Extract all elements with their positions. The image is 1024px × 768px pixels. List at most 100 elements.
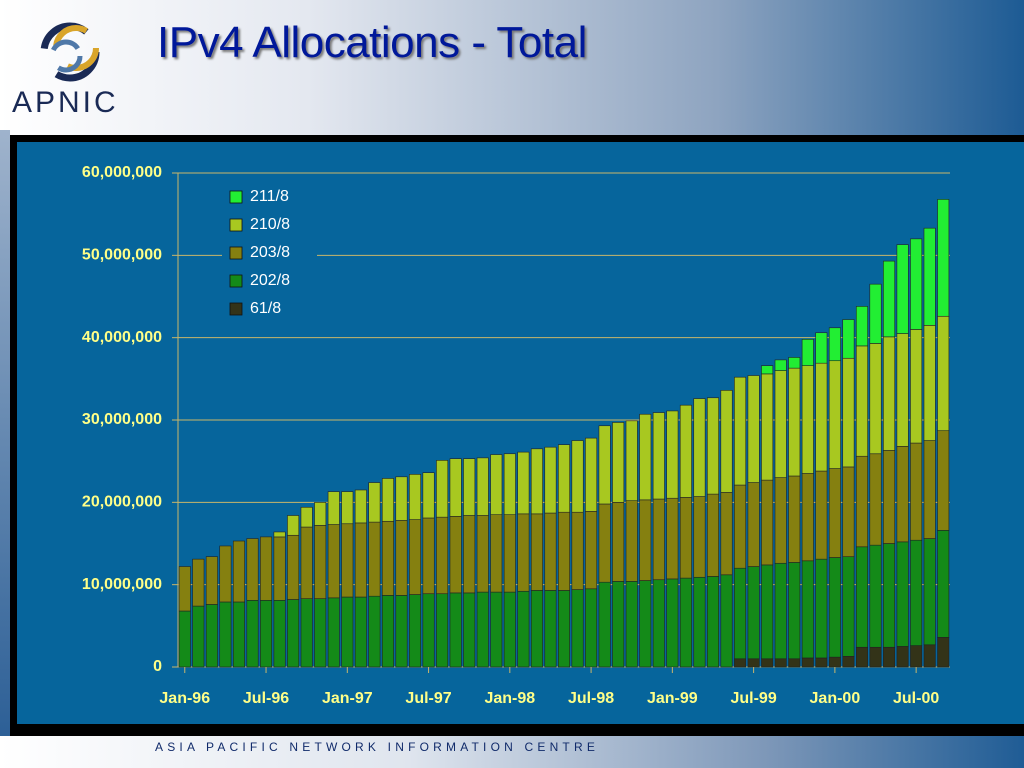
bar-segment bbox=[395, 595, 408, 668]
logo-text: APNIC bbox=[12, 86, 119, 119]
bar-segment bbox=[598, 425, 611, 505]
bar-segment bbox=[855, 546, 868, 648]
bar-segment bbox=[734, 658, 747, 668]
bar-segment bbox=[666, 410, 679, 499]
bar-segment bbox=[815, 558, 828, 659]
bar-segment bbox=[558, 511, 570, 591]
bar-segment bbox=[774, 658, 787, 668]
bar-segment bbox=[734, 376, 747, 486]
bar-segment bbox=[788, 367, 801, 477]
bar-segment bbox=[815, 657, 828, 668]
bar-segment bbox=[314, 598, 327, 668]
bar-segment bbox=[544, 590, 557, 668]
bar-segment bbox=[842, 466, 855, 557]
bar-segment bbox=[287, 515, 300, 536]
bar-segment bbox=[625, 420, 638, 501]
bar-segment bbox=[341, 596, 354, 668]
bar-segment bbox=[910, 238, 923, 330]
bar-segment bbox=[354, 522, 367, 598]
bar-segment bbox=[869, 453, 882, 546]
bar-segment bbox=[896, 446, 909, 543]
bar-segment bbox=[476, 591, 489, 668]
bar-segment bbox=[706, 397, 719, 495]
footer-band bbox=[0, 736, 1024, 768]
bar-segment bbox=[517, 451, 530, 515]
bar-segment bbox=[178, 566, 191, 612]
bar-segment bbox=[896, 541, 909, 647]
bar-segment bbox=[801, 657, 814, 668]
bar-segment bbox=[395, 520, 408, 596]
bar-segment bbox=[612, 502, 625, 582]
y-tick-label: 40,000,000 bbox=[82, 329, 162, 346]
bar-segment bbox=[476, 515, 489, 593]
bar-segment bbox=[679, 404, 692, 498]
bar-segment bbox=[761, 564, 774, 660]
bar-segment bbox=[476, 457, 489, 516]
bar-segment bbox=[598, 581, 611, 668]
x-tick-label: Jan-97 bbox=[322, 690, 373, 707]
bar-segment bbox=[287, 599, 300, 668]
x-tick-label: Jul-99 bbox=[730, 690, 776, 707]
bar-segment bbox=[422, 593, 435, 668]
bar-segment bbox=[192, 605, 205, 668]
bar-segment bbox=[869, 646, 882, 668]
bar-segment bbox=[463, 515, 476, 594]
bar-segment bbox=[436, 593, 449, 668]
y-tick-label: 0 bbox=[153, 658, 162, 675]
bar-segment bbox=[300, 526, 313, 599]
bar-segment bbox=[544, 446, 557, 514]
bar-segment bbox=[828, 327, 841, 362]
bar-segment bbox=[774, 370, 787, 478]
bar-segment bbox=[612, 581, 625, 668]
bar-segment bbox=[828, 557, 841, 658]
bar-segment bbox=[639, 499, 652, 581]
bar-segment bbox=[463, 592, 476, 668]
bar-segment bbox=[828, 468, 841, 558]
bar-segment bbox=[788, 475, 801, 563]
bar-segment bbox=[571, 589, 584, 668]
x-tick-label: Jan-98 bbox=[484, 690, 535, 707]
bar-segment bbox=[639, 413, 652, 501]
bar-segment bbox=[381, 478, 394, 522]
y-tick-label: 60,000,000 bbox=[82, 164, 162, 181]
bar-segment bbox=[517, 513, 530, 592]
bar-segment bbox=[855, 455, 868, 548]
bar-segment bbox=[815, 470, 828, 560]
bar-segment bbox=[937, 430, 950, 531]
bar-segment bbox=[639, 580, 652, 668]
bar-segment bbox=[490, 591, 503, 668]
bar-segment bbox=[801, 339, 814, 366]
bar-segment bbox=[693, 576, 706, 668]
y-tick-label: 20,000,000 bbox=[82, 494, 162, 511]
bar-segment bbox=[205, 556, 218, 605]
bar-segment bbox=[273, 600, 286, 668]
bar-segment bbox=[801, 473, 814, 562]
bar-segment bbox=[219, 601, 232, 668]
bar-segment bbox=[761, 373, 774, 481]
bar-segment bbox=[774, 359, 787, 371]
bar-segment bbox=[409, 594, 422, 668]
bar-segment bbox=[530, 590, 543, 668]
bar-segment bbox=[652, 498, 665, 581]
x-tick-label: Jul-98 bbox=[568, 690, 614, 707]
bar-segment bbox=[463, 458, 476, 516]
bar-segment bbox=[706, 576, 719, 668]
bar-segment bbox=[354, 489, 367, 524]
bar-segment bbox=[720, 492, 733, 576]
bar-segment bbox=[558, 444, 570, 513]
bar-segment bbox=[246, 600, 259, 668]
bar-segment bbox=[761, 365, 774, 375]
bar-segment bbox=[395, 476, 408, 521]
bar-segment bbox=[219, 545, 232, 603]
bar-segment bbox=[625, 500, 638, 582]
bar-segment bbox=[869, 283, 882, 344]
bar-segment bbox=[923, 440, 936, 539]
x-tick-label: Jan-96 bbox=[159, 690, 210, 707]
bar-segment bbox=[232, 601, 245, 668]
x-tick-label: Jul-97 bbox=[405, 690, 451, 707]
bar-segment bbox=[734, 484, 747, 569]
legend-swatch bbox=[229, 246, 243, 260]
bar-segment bbox=[896, 244, 909, 334]
bar-segment bbox=[260, 536, 273, 601]
